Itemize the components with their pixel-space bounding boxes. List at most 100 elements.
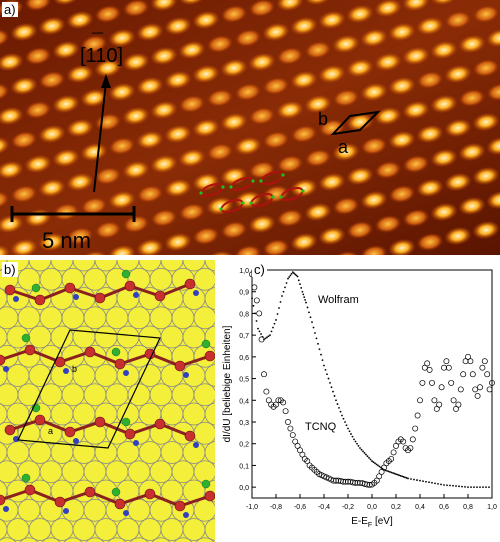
stm-molecule-spot xyxy=(458,34,486,54)
stm-molecule-spot xyxy=(38,178,66,198)
tungsten-atom xyxy=(94,518,118,541)
tungsten-atom xyxy=(127,498,151,522)
stm-molecule-spot xyxy=(206,142,234,162)
x-axis-label: E-EF [eV] xyxy=(351,516,393,529)
wolfram-point xyxy=(284,286,286,289)
tcnq-point xyxy=(472,386,479,393)
tcnq-point xyxy=(340,478,347,485)
wolfram-point xyxy=(374,462,376,465)
tcnq-point xyxy=(373,477,380,484)
stm-molecule-spot xyxy=(192,118,220,138)
tcnq-point xyxy=(450,397,457,404)
tungsten-atom xyxy=(171,383,195,407)
wolfram-point xyxy=(329,382,331,384)
stm-molecule-spot xyxy=(0,28,10,48)
stm-molecule-spot xyxy=(94,4,122,24)
wolfram-point xyxy=(395,473,397,476)
wolfram-point xyxy=(279,301,282,303)
tungsten-atom xyxy=(0,441,8,464)
nitrogen-atom xyxy=(251,179,255,183)
wolfram-point xyxy=(359,447,361,449)
wolfram-point xyxy=(446,484,448,487)
nitrogen-atom xyxy=(193,442,199,448)
stm-molecule-spot xyxy=(24,154,52,174)
stm-molecule-spot xyxy=(66,226,94,246)
y-tick-label: 0,2 xyxy=(239,442,249,449)
model-vector-b: b xyxy=(72,364,77,374)
stm-molecule-spot xyxy=(290,70,318,90)
carbon-atom xyxy=(154,290,166,302)
adatom xyxy=(21,473,31,483)
stm-molecule-spot xyxy=(234,136,262,156)
stm-molecule-spot xyxy=(430,94,458,114)
molecule-chains xyxy=(0,269,215,518)
x-tick-label: 0,8 xyxy=(463,504,473,511)
tungsten-atom xyxy=(160,518,184,541)
tcnq-point xyxy=(376,473,383,480)
wolfram-point xyxy=(345,424,348,427)
wolfram-point xyxy=(425,480,427,483)
stm-molecule-spot xyxy=(262,130,290,150)
tcnq-point xyxy=(433,406,440,412)
tungsten-atom xyxy=(17,498,41,522)
carbon-atom xyxy=(0,354,6,366)
wolfram-point xyxy=(378,465,381,468)
stm-molecule-spot xyxy=(206,34,234,54)
stm-molecule-spot xyxy=(374,0,402,18)
tcnq-point xyxy=(261,371,267,378)
y-tick-label: 0,4 xyxy=(239,398,249,405)
series-tcnq xyxy=(249,271,495,488)
wolfram-point xyxy=(402,475,405,478)
tcnq-point xyxy=(349,479,356,486)
stm-molecule-spot xyxy=(38,232,66,252)
tungsten-atom xyxy=(193,306,215,330)
wolfram-point xyxy=(479,486,481,489)
wolfram-point xyxy=(317,342,319,345)
tungsten-atom xyxy=(204,287,215,310)
stm-molecule-spot xyxy=(248,106,276,126)
nitrogen-atom xyxy=(301,189,305,193)
tcnq-point xyxy=(429,379,435,386)
tcnq-point xyxy=(354,479,361,486)
nitrogen-atom xyxy=(221,185,225,189)
nitrogen-atom xyxy=(281,173,285,177)
stm-molecule-spot xyxy=(150,46,178,66)
tungsten-atom xyxy=(204,364,215,387)
stm-molecule-spot xyxy=(10,76,38,96)
tungsten-atom xyxy=(72,325,96,349)
nitrogen-atom xyxy=(183,512,189,518)
stm-molecule-spot xyxy=(346,58,374,78)
tungsten-atom xyxy=(195,537,215,542)
wolfram-point xyxy=(300,287,303,289)
stm-molecule-spot xyxy=(402,154,430,174)
tcnq-point xyxy=(388,455,395,462)
tcnq-point xyxy=(465,353,471,360)
wolfram-point xyxy=(318,348,321,351)
wolfram-point xyxy=(452,484,454,487)
adatom xyxy=(31,283,41,293)
stm-molecule-spot xyxy=(52,94,80,114)
stm-molecule-spot xyxy=(150,154,178,174)
wolfram-point xyxy=(377,464,379,467)
tungsten-atom xyxy=(61,306,85,330)
tungsten-atom xyxy=(28,441,52,464)
wolfram-point xyxy=(375,463,378,466)
tcnq-point xyxy=(381,464,387,471)
adatom xyxy=(201,339,211,349)
stm-molecule-spot xyxy=(248,0,276,18)
wolfram-point xyxy=(347,427,349,430)
stm-molecule-spot xyxy=(318,64,346,84)
stm-molecule-spot xyxy=(276,100,304,120)
carbon-atom xyxy=(64,426,76,438)
nitrogen-atom xyxy=(13,296,19,302)
tungsten-atom xyxy=(83,460,107,484)
stm-molecule-spot xyxy=(388,130,416,150)
nitrogen-atom xyxy=(3,366,9,372)
stm-molecule-spot xyxy=(66,172,94,192)
stm-molecule-spot xyxy=(164,178,192,198)
stm-molecule-spot xyxy=(122,52,150,72)
stm-molecule-spot xyxy=(486,82,500,102)
tcnq-point xyxy=(253,297,260,304)
tcnq-point xyxy=(280,399,287,406)
wolfram-point xyxy=(422,480,424,483)
